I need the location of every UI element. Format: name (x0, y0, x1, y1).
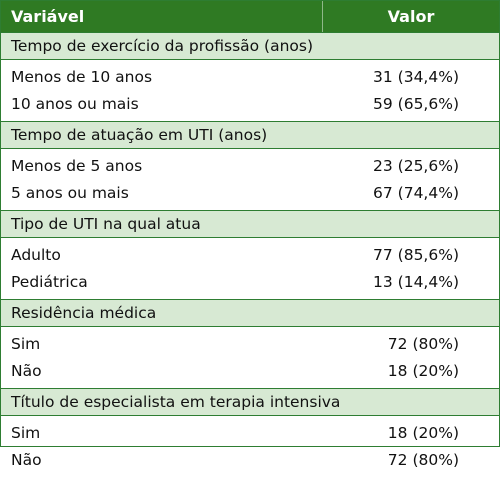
table-row: 10 anos ou mais 59 (65,6%) (1, 90, 499, 117)
section-title: Tempo de atuação em UTI (anos) (1, 122, 499, 149)
table-row: Não 72 (80%) (1, 446, 499, 473)
row-label: Menos de 5 anos (11, 156, 143, 175)
row-value: 23 (25,6%) (373, 156, 459, 175)
row-label: Sim (11, 334, 41, 353)
table-row: 5 anos ou mais 67 (74,4%) (1, 179, 499, 206)
table-row: Pediátrica 13 (14,4%) (1, 268, 499, 295)
table-header: Variável Valor (1, 1, 499, 33)
table-row: Menos de 5 anos 23 (25,6%) (1, 152, 499, 179)
row-value: 18 (20%) (387, 423, 459, 442)
row-value: 18 (20%) (387, 361, 459, 380)
section-title: Tipo de UTI na qual atua (1, 211, 499, 238)
row-value: 72 (80%) (387, 450, 459, 469)
row-value: 59 (65,6%) (373, 94, 459, 113)
section-title: Residência médica (1, 300, 499, 327)
table-row: Não 18 (20%) (1, 357, 499, 384)
row-value: 13 (14,4%) (373, 272, 459, 291)
section-group: Menos de 5 anos 23 (25,6%) 5 anos ou mai… (1, 149, 499, 211)
row-value: 67 (74,4%) (373, 183, 459, 202)
header-value: Valor (387, 7, 435, 26)
section-title: Tempo de exercício da profissão (anos) (1, 33, 499, 60)
row-label: Sim (11, 423, 41, 442)
table-row: Adulto 77 (85,6%) (1, 241, 499, 268)
section-title: Título de especialista em terapia intens… (1, 389, 499, 416)
table-row: Sim 18 (20%) (1, 419, 499, 446)
section-group: Menos de 10 anos 31 (34,4%) 10 anos ou m… (1, 60, 499, 122)
table-row: Sim 72 (80%) (1, 330, 499, 357)
row-label: 10 anos ou mais (11, 94, 139, 113)
row-label: Adulto (11, 245, 61, 264)
row-label: 5 anos ou mais (11, 183, 129, 202)
row-label: Menos de 10 anos (11, 67, 153, 86)
section-group: Adulto 77 (85,6%) Pediátrica 13 (14,4%) (1, 238, 499, 300)
table-row: Menos de 10 anos 31 (34,4%) (1, 63, 499, 90)
row-label: Pediátrica (11, 272, 88, 291)
row-label: Não (11, 450, 42, 469)
row-value: 77 (85,6%) (373, 245, 459, 264)
row-value: 72 (80%) (387, 334, 459, 353)
section-group: Sim 72 (80%) Não 18 (20%) (1, 327, 499, 389)
header-variable: Variável (1, 1, 323, 32)
row-value: 31 (34,4%) (373, 67, 459, 86)
row-label: Não (11, 361, 42, 380)
